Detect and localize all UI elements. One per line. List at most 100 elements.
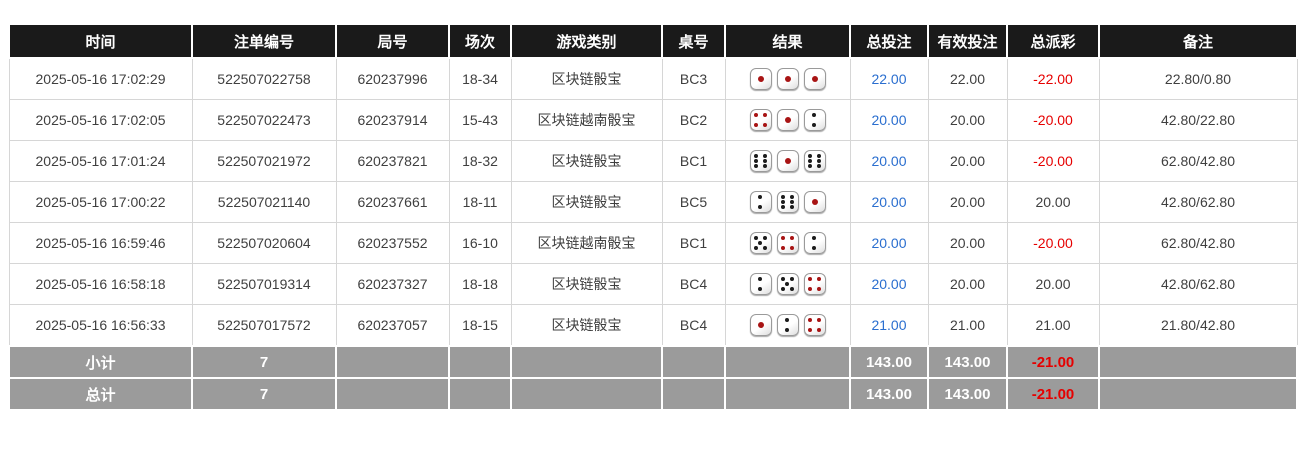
- footer-empty-cell: [510, 345, 663, 379]
- dice-result: [730, 314, 846, 336]
- column-header-time: 时间: [8, 23, 193, 59]
- cell-game_type: 区块链骰宝: [510, 304, 663, 347]
- die-4-icon: [803, 314, 826, 336]
- cell-time: 2025-05-16 16:58:18: [8, 263, 193, 305]
- cell-round_no: 620237552: [335, 222, 450, 264]
- cell-round_no: 620237057: [335, 304, 450, 347]
- cell-result: [724, 304, 851, 347]
- die-6-icon: [776, 191, 799, 213]
- column-header-valid_bet: 有效投注: [927, 23, 1008, 59]
- cell-total_payout: -20.00: [1006, 99, 1100, 141]
- column-header-result: 结果: [724, 23, 851, 59]
- die-2-icon: [803, 109, 826, 131]
- cell-valid_bet: 20.00: [927, 222, 1008, 264]
- column-header-session: 场次: [448, 23, 512, 59]
- cell-remark: 42.80/62.80: [1098, 181, 1298, 223]
- column-header-remark: 备注: [1098, 23, 1298, 59]
- die-1-icon: [776, 68, 799, 90]
- column-header-total_payout: 总派彩: [1006, 23, 1100, 59]
- footer-empty-cell: [724, 345, 851, 379]
- cell-result: [724, 181, 851, 223]
- cell-game_type: 区块链骰宝: [510, 181, 663, 223]
- cell-game_type: 区块链骰宝: [510, 140, 663, 182]
- footer-total_bet: 143.00: [849, 345, 929, 379]
- cell-valid_bet: 20.00: [927, 263, 1008, 305]
- die-1-icon: [749, 314, 772, 336]
- cell-session: 18-18: [448, 263, 512, 305]
- cell-total_payout: 20.00: [1006, 181, 1100, 223]
- footer-empty-cell: [510, 377, 663, 411]
- table-row: 2025-05-16 17:02:29 522507022758 620237996…: [8, 57, 1298, 100]
- cell-time: 2025-05-16 17:02:05: [8, 99, 193, 141]
- cell-result: [724, 263, 851, 305]
- footer-empty-cell: [335, 377, 450, 411]
- cell-remark: 21.80/42.80: [1098, 304, 1298, 347]
- cell-session: 18-32: [448, 140, 512, 182]
- cell-bet_no: 522507017572: [191, 304, 337, 347]
- die-1-icon: [803, 191, 826, 213]
- footer-valid_bet: 143.00: [927, 345, 1008, 379]
- footer-empty-cell: [661, 345, 726, 379]
- footer-label: 小计: [8, 345, 193, 379]
- cell-table_no: BC1: [661, 140, 726, 182]
- cell-total_bet: 20.00: [849, 140, 929, 182]
- subtotal-row: 小计 7 143.00 143.00 -21.00: [8, 345, 1298, 379]
- cell-time: 2025-05-16 17:01:24: [8, 140, 193, 182]
- bet-records-table: 时间 注单编号 局号 场次 游戏类别 桌号 结果 总投注 有效投注 总派彩 备注 2025-05-1…: [8, 23, 1298, 411]
- cell-time: 2025-05-16 16:56:33: [8, 304, 193, 347]
- die-1-icon: [776, 109, 799, 131]
- footer-empty-cell: [448, 377, 512, 411]
- table-body: 2025-05-16 17:02:29 522507022758 620237996…: [8, 57, 1298, 347]
- die-1-icon: [803, 68, 826, 90]
- dice-result: [730, 191, 846, 213]
- cell-bet_no: 522507020604: [191, 222, 337, 264]
- table-row: 2025-05-16 17:02:05 522507022473 620237914…: [8, 99, 1298, 141]
- die-1-icon: [776, 150, 799, 172]
- cell-remark: 62.80/42.80: [1098, 140, 1298, 182]
- cell-total_payout: -20.00: [1006, 222, 1100, 264]
- die-6-icon: [803, 150, 826, 172]
- footer-total_bet: 143.00: [849, 377, 929, 411]
- cell-table_no: BC3: [661, 57, 726, 100]
- cell-round_no: 620237327: [335, 263, 450, 305]
- column-header-table_no: 桌号: [661, 23, 726, 59]
- cell-session: 18-15: [448, 304, 512, 347]
- cell-remark: 42.80/62.80: [1098, 263, 1298, 305]
- cell-table_no: BC5: [661, 181, 726, 223]
- cell-remark: 42.80/22.80: [1098, 99, 1298, 141]
- cell-session: 16-10: [448, 222, 512, 264]
- cell-game_type: 区块链越南骰宝: [510, 99, 663, 141]
- table-row: 2025-05-16 17:01:24 522507021972 620237821…: [8, 140, 1298, 182]
- dice-result: [730, 109, 846, 131]
- cell-round_no: 620237996: [335, 57, 450, 100]
- cell-table_no: BC4: [661, 263, 726, 305]
- cell-valid_bet: 20.00: [927, 181, 1008, 223]
- footer-empty-cell: [335, 345, 450, 379]
- cell-bet_no: 522507021140: [191, 181, 337, 223]
- die-6-icon: [749, 150, 772, 172]
- footer-label: 总计: [8, 377, 193, 411]
- column-header-game_type: 游戏类别: [510, 23, 663, 59]
- cell-time: 2025-05-16 17:00:22: [8, 181, 193, 223]
- cell-session: 18-11: [448, 181, 512, 223]
- footer-empty-cell: [1098, 345, 1298, 379]
- cell-time: 2025-05-16 17:02:29: [8, 57, 193, 100]
- column-header-total_bet: 总投注: [849, 23, 929, 59]
- grandtotal-row: 总计 7 143.00 143.00 -21.00: [8, 377, 1298, 411]
- die-1-icon: [749, 68, 772, 90]
- table-row: 2025-05-16 16:58:18 522507019314 620237327…: [8, 263, 1298, 305]
- die-5-icon: [776, 273, 799, 295]
- dice-result: [730, 273, 846, 295]
- cell-game_type: 区块链骰宝: [510, 263, 663, 305]
- table-header: 时间 注单编号 局号 场次 游戏类别 桌号 结果 总投注 有效投注 总派彩 备注: [8, 23, 1298, 59]
- footer-count: 7: [191, 345, 337, 379]
- cell-game_type: 区块链越南骰宝: [510, 222, 663, 264]
- bet-records-table-wrapper: 时间 注单编号 局号 场次 游戏类别 桌号 结果 总投注 有效投注 总派彩 备注 2025-05-1…: [8, 23, 1298, 411]
- footer-total_payout: -21.00: [1006, 345, 1100, 379]
- cell-bet_no: 522507021972: [191, 140, 337, 182]
- dice-result: [730, 150, 846, 172]
- cell-total_payout: -20.00: [1006, 140, 1100, 182]
- cell-result: [724, 99, 851, 141]
- footer-count: 7: [191, 377, 337, 411]
- cell-total_bet: 20.00: [849, 222, 929, 264]
